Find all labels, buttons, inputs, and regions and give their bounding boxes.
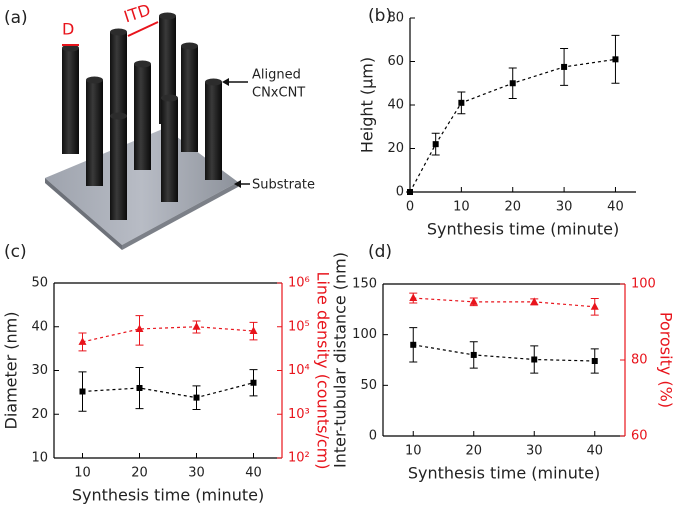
y2-axis-label: Line density (counts/cm) [314,272,333,470]
x-tick-label: 30 [526,444,543,459]
x-tick-label: 40 [245,466,262,481]
x-tick-label: 20 [131,466,148,481]
y-tick-label: 30 [31,363,48,378]
x-tick-label: 0 [406,200,414,215]
series-line [413,297,595,308]
x-tick-label: 30 [188,466,205,481]
data-point [249,326,258,334]
y-tick-label: 20 [31,407,48,422]
data-point [250,379,257,386]
data-point [458,99,465,106]
x-tick-label: 40 [586,444,603,459]
x-axis-label: Synthesis time (minute) [408,464,600,483]
data-point [409,293,418,302]
y-axis-label: Height (μm) [358,57,377,153]
arrow-head [222,78,229,86]
tube-label: CNxCNT [252,86,305,101]
substrate-edge [122,182,238,250]
y-tick-label: 50 [360,378,377,393]
y2-tick-label: 60 [631,429,648,444]
data-point [432,141,439,148]
y-tick-label: 60 [387,54,404,69]
y2-axis-label: Porosity (%) [657,312,676,408]
data-point [530,297,539,305]
y2-tick-label: 80 [631,353,648,368]
x-tick-label: 10 [74,466,91,481]
data-point [469,297,478,305]
y-tick-label: 80 [387,11,404,26]
series-line [413,344,595,362]
arrow-head [234,180,241,188]
y-tick-label: 40 [31,319,48,334]
spacing-marker [127,21,159,37]
y2-tick-label: 10⁵ [288,319,310,334]
substrate-plate [45,128,238,245]
x-tick-label: 40 [607,200,624,215]
x-axis-label: Synthesis time (minute) [72,486,264,505]
x-axis-label: Synthesis time (minute) [427,220,619,239]
nanotubes [62,12,222,220]
panel-label: (c) [4,242,27,262]
substrate-edge [45,178,122,250]
data-point [591,358,598,365]
data-point [407,189,413,195]
panel-label: (a) [4,8,28,28]
data-point [136,385,143,391]
data-point [78,337,87,345]
y2-tick-label: 100 [631,277,656,292]
x-tick-label: 20 [465,444,482,459]
data-point [192,322,201,330]
data-point [470,351,477,358]
y-tick-label: 0 [396,185,404,200]
x-tick-label: 10 [453,200,470,215]
x-tick-label: 10 [405,444,422,459]
panel-label: (b) [368,6,392,26]
y-tick-label: 50 [31,276,48,291]
data-point [135,324,144,332]
tube-label: Aligned [252,68,301,83]
series-line [82,382,254,399]
data-point [612,56,619,63]
diameter-label: D [62,20,74,39]
y2-tick-label: 10⁴ [288,363,310,378]
y-axis-label: Diameter (nm) [2,312,21,430]
y2-tick-label: 10³ [288,407,310,422]
spacing-label: ITD [121,0,152,26]
data-point [193,394,200,401]
data-point [531,356,538,363]
substrate-label: Substrate [252,178,315,193]
y-tick-label: 20 [387,141,404,156]
y-tick-label: 100 [352,327,377,342]
x-tick-label: 20 [504,200,521,215]
y-tick-label: 40 [387,98,404,113]
y-tick-label: 150 [352,277,377,292]
y-axis-label: Inter-tubular distance (nm) [331,252,350,468]
data-point [561,63,568,70]
series-line [82,326,254,343]
panel-label: (d) [368,242,392,262]
y2-tick-label: 10⁶ [288,276,310,291]
data-point [590,302,599,310]
data-point [509,80,516,87]
diagram: (a) D ITD Aligned CNxCNT Substrate [4,0,315,250]
data-point [79,388,86,395]
y-tick-label: 10 [31,451,48,466]
y-tick-label: 0 [369,429,377,444]
x-tick-label: 30 [556,200,573,215]
y2-tick-label: 10² [288,451,310,466]
data-point [410,341,417,348]
